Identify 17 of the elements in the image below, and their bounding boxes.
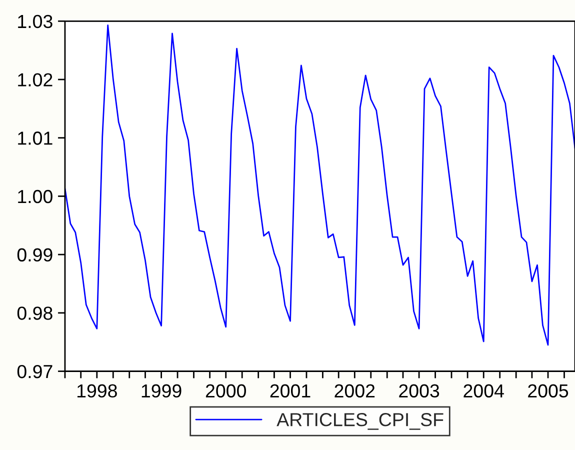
x-tick-label: 2003 — [399, 384, 440, 398]
y-tick-label: 0.98 — [17, 306, 52, 320]
x-tick-label: 2005 — [528, 384, 568, 398]
x-tick-label: 2000 — [206, 384, 246, 398]
y-tick-label: 1.01 — [18, 132, 52, 145]
y-tick-label: 0.99 — [17, 248, 52, 262]
x-tick-label: 1999 — [142, 384, 182, 398]
x-tick-label: 2004 — [464, 384, 504, 398]
y-tick-label: 1.02 — [18, 73, 52, 86]
x-tick-label: 2002 — [334, 384, 375, 398]
x-tick-label: 1998 — [77, 384, 117, 398]
y-tick-label: 0.97 — [17, 364, 52, 378]
y-tick-label: 1.03 — [18, 14, 52, 28]
x-tick-label: 2001 — [270, 384, 310, 398]
line-series — [64, 24, 575, 346]
y-tick-label: 1.00 — [18, 190, 52, 204]
legend-label: ARTICLES_CPI_SF — [276, 413, 444, 430]
